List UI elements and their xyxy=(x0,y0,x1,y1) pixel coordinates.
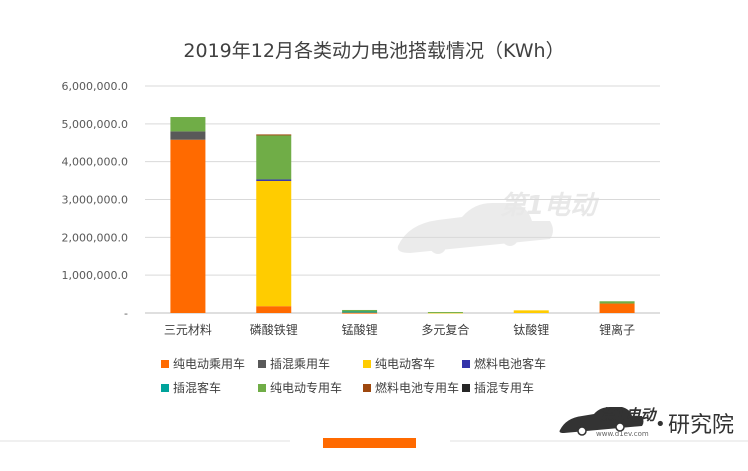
legend-swatch xyxy=(462,384,470,392)
brand-logo-url: www.d1ev.com xyxy=(596,430,649,438)
x-category-label: 三元材料 xyxy=(164,323,212,337)
y-tick-label: 4,000,000.0 xyxy=(62,156,128,169)
legend-swatch xyxy=(462,360,470,368)
legend-label: 插混专用车 xyxy=(474,380,534,395)
y-tick-label: - xyxy=(124,307,128,320)
bar-segment xyxy=(513,310,549,313)
brand-logo-text: 第1电动 xyxy=(600,406,657,424)
legend-swatch xyxy=(258,360,266,368)
bar-segment xyxy=(256,134,292,136)
x-category-label: 钛酸锂 xyxy=(513,322,549,337)
bar-segment xyxy=(256,135,292,180)
legend-swatch xyxy=(363,360,371,368)
y-tick-label: 2,000,000.0 xyxy=(62,231,128,244)
chart-title: 2019年12月各类动力电池搭载情况（KWh） xyxy=(183,40,564,62)
legend-label: 插混客车 xyxy=(173,380,221,395)
x-category-label: 磷酸铁锂 xyxy=(250,322,298,337)
x-category-label: 锂离子 xyxy=(599,322,635,337)
legend-swatch xyxy=(363,384,371,392)
watermark-logo: 第1电动 xyxy=(397,191,600,254)
y-tick-label: 6,000,000.0 xyxy=(62,80,128,93)
bar-segment xyxy=(170,139,206,313)
legend: 纯电动乘用车 插混乘用车 纯电动客车 燃料电池客车插混客车 纯电动专用车 燃料电池专用车插… xyxy=(161,356,546,395)
gridlines xyxy=(145,85,660,314)
bars xyxy=(170,117,635,314)
brand-label: 研究院 xyxy=(668,413,734,438)
legend-label: 燃料电池客车 xyxy=(474,356,546,371)
y-axis-ticks: - 1,000,000.0 2,000,000.0 3,000,000.0 4,000,… xyxy=(62,80,129,320)
bar-segment xyxy=(599,303,635,313)
x-category-label: 锰酸锂 xyxy=(342,322,378,337)
legend-label: 纯电动乘用车 xyxy=(173,356,245,371)
x-category-label: 多元复合 xyxy=(421,322,469,337)
brand-dot: • xyxy=(655,414,666,435)
legend-swatch xyxy=(161,384,169,392)
legend-label: 燃料电池专用车 xyxy=(375,380,459,395)
bar-segment xyxy=(170,117,206,132)
watermark-text: 第1电动 xyxy=(500,191,600,221)
bar-segment xyxy=(342,309,378,312)
legend-label: 纯电动专用车 xyxy=(270,380,342,395)
brand-logo: 第1电动 www.d1ev.com • 研究院 xyxy=(559,406,734,438)
bar-segment xyxy=(256,180,292,307)
legend-label: 插混乘用车 xyxy=(270,356,330,371)
bar-segment xyxy=(170,131,206,140)
legend-swatch xyxy=(161,360,169,368)
x-axis-categories: 三元材料 磷酸铁锂 锰酸锂 多元复合 钛酸锂 锂离子 xyxy=(164,322,635,337)
footer-accent-bar xyxy=(323,438,416,448)
legend-label: 纯电动客车 xyxy=(375,356,435,371)
legend-swatch xyxy=(258,384,266,392)
bar-segment xyxy=(342,312,378,314)
bar-segment xyxy=(256,306,292,313)
bar-segment xyxy=(427,312,463,314)
bar-segment xyxy=(256,179,292,181)
y-tick-label: 3,000,000.0 xyxy=(62,194,128,207)
bar-segment xyxy=(342,311,378,313)
bar-segment xyxy=(599,301,635,304)
y-tick-label: 5,000,000.0 xyxy=(62,118,128,131)
y-tick-label: 1,000,000.0 xyxy=(62,269,128,282)
